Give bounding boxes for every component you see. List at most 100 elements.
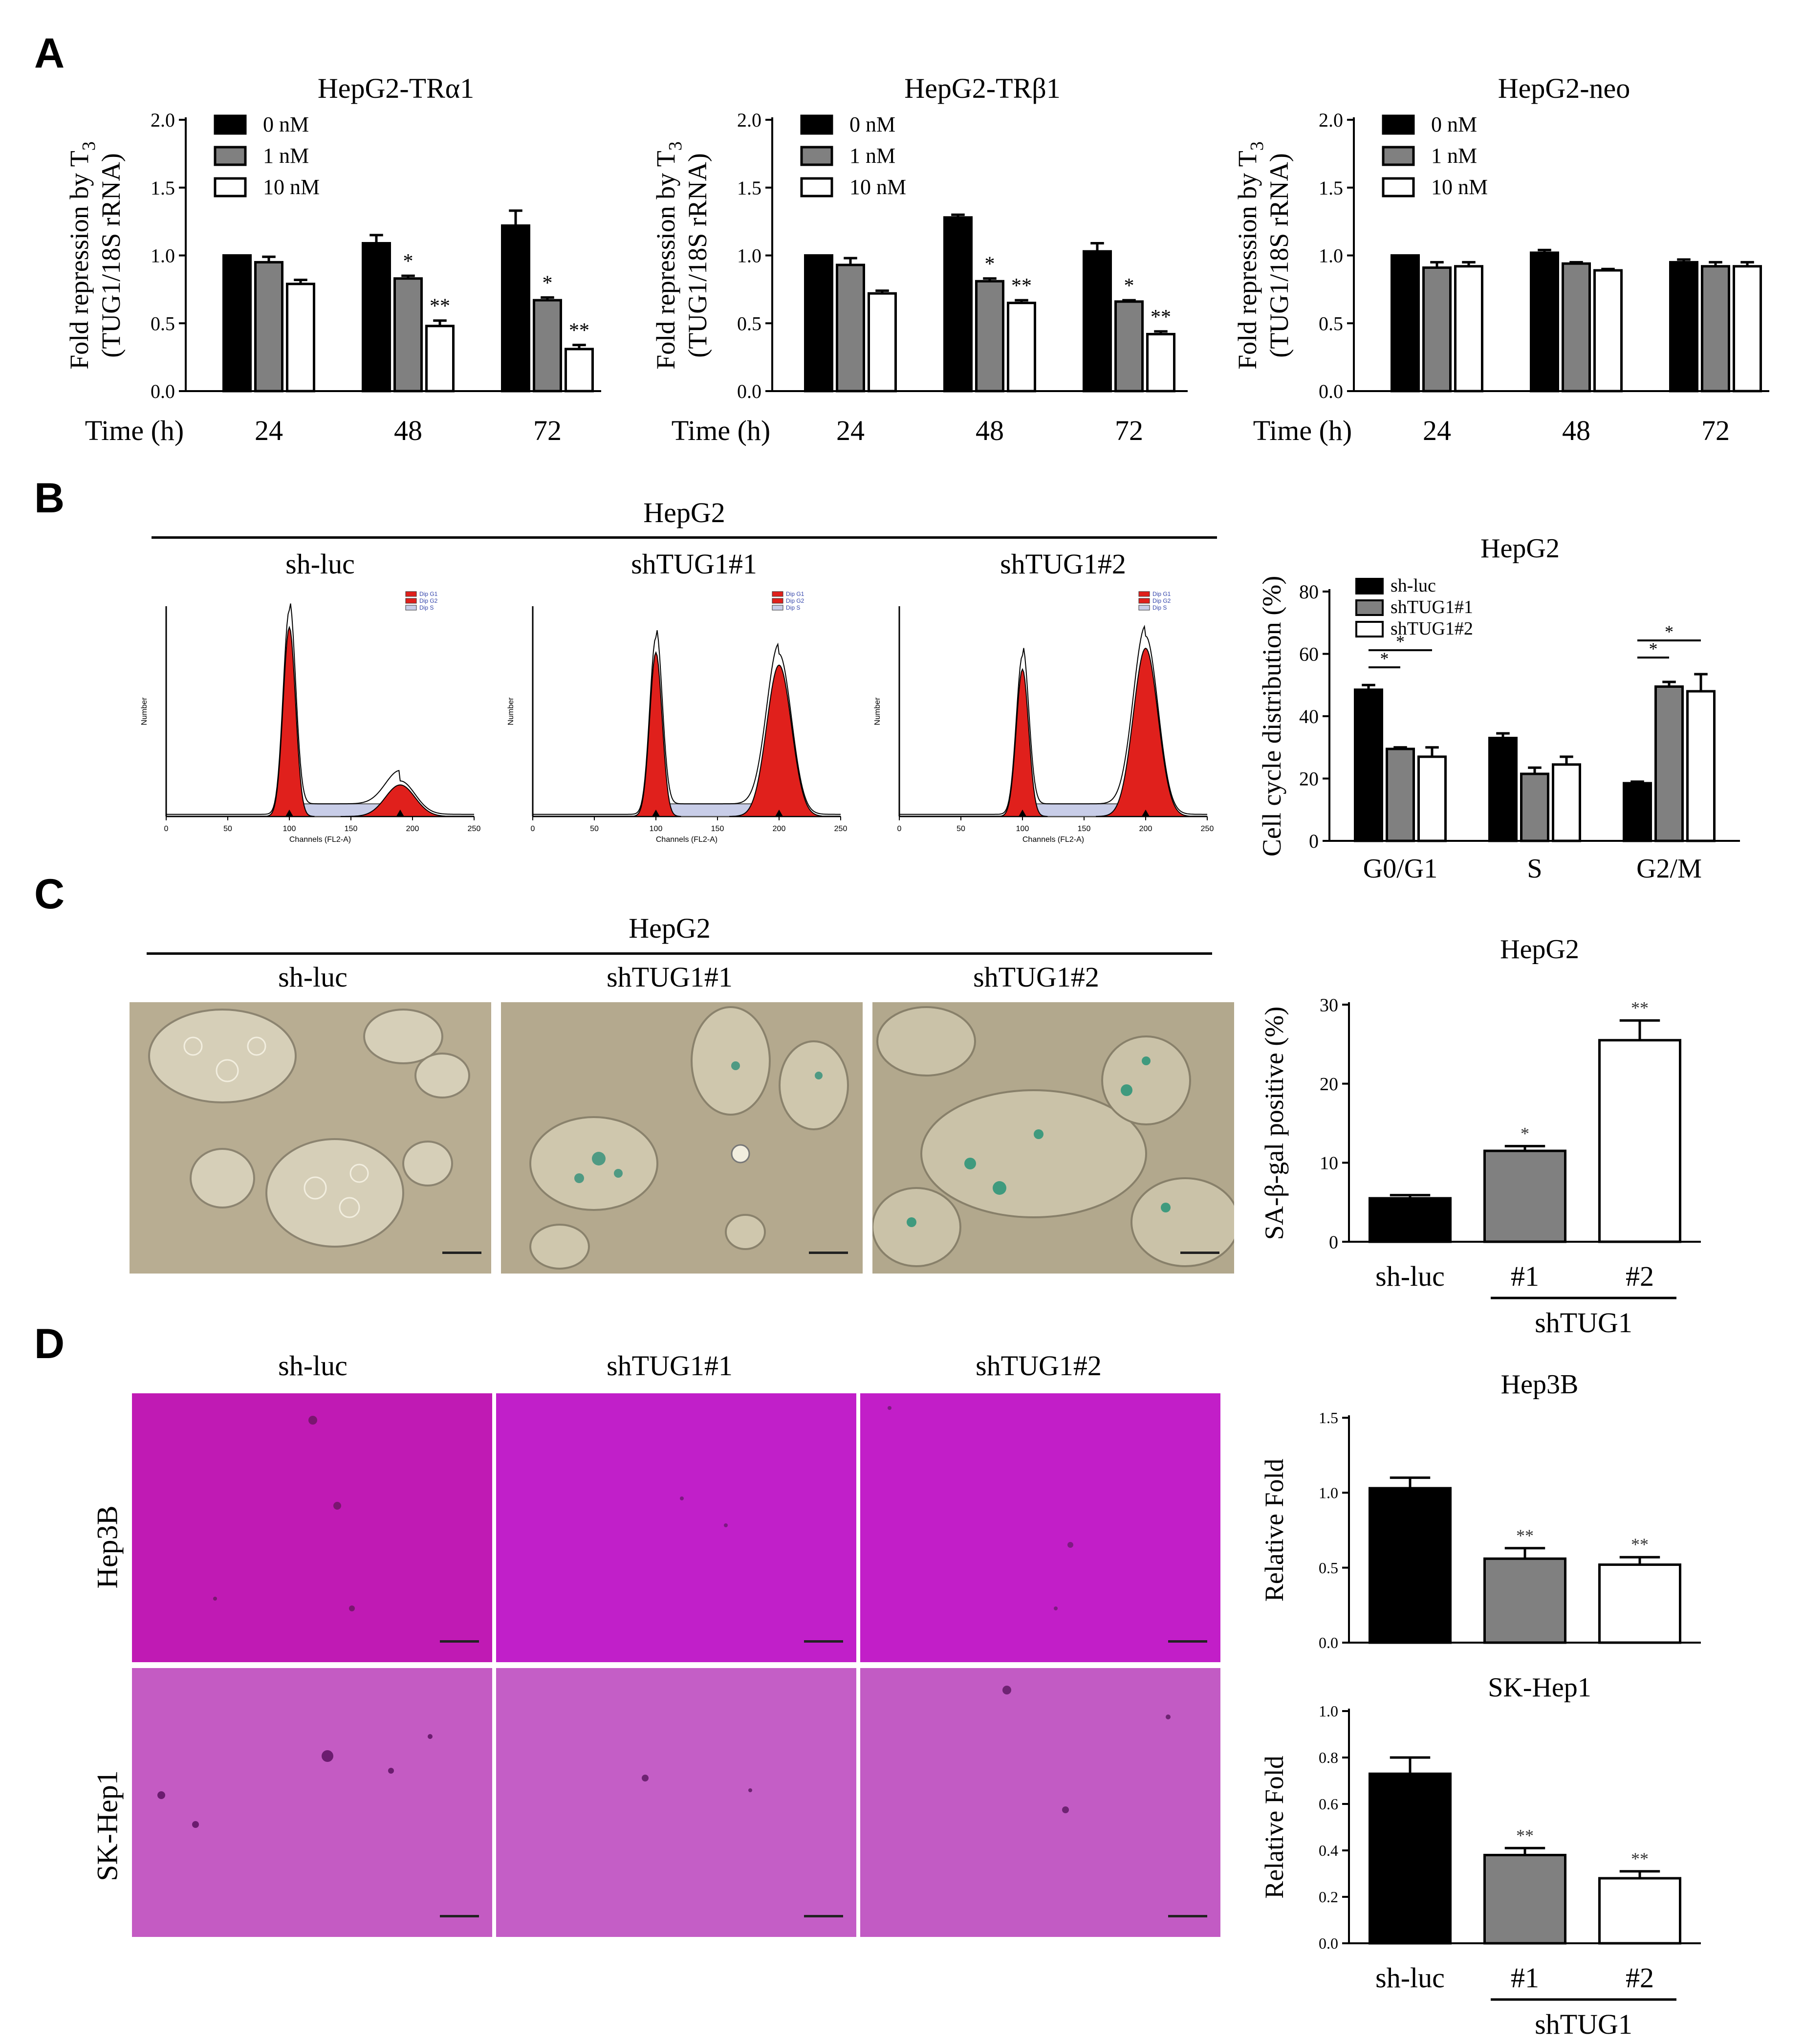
chart-b-bar xyxy=(1417,755,1447,842)
histogram-1-xtick-label: 150 xyxy=(711,825,724,833)
chart-c-significance: ** xyxy=(1631,998,1649,1017)
d-row-label-skhep1: SK-Hep1 xyxy=(91,1770,124,1881)
chart-a1-legend-swatch xyxy=(214,177,247,198)
histogram-1-xlabel: Channels (FL2-A) xyxy=(656,835,717,844)
chart-a3-legend-label: 1 nM xyxy=(1431,144,1477,168)
chart-a1-ytick-label: 0.0 xyxy=(151,380,175,402)
chart-d2-significance: ** xyxy=(1516,1825,1534,1845)
c-group-title: HepG2 xyxy=(629,912,711,944)
chart-c-bar xyxy=(1598,1039,1681,1243)
chart-b-xtick-label: S xyxy=(1527,854,1542,884)
chart-a2-bar xyxy=(1114,300,1144,393)
chart-a3-bar xyxy=(1422,266,1452,393)
chart-a1-significance: * xyxy=(543,272,553,295)
chart-d1-ytick-label: 0.0 xyxy=(1319,1634,1338,1651)
histogram-0-legend-swatch xyxy=(405,598,417,604)
chart-a2-ytick-label: 2.0 xyxy=(737,109,761,131)
colony-hep3b-sh-luc xyxy=(132,1393,492,1662)
chart-d1-bar xyxy=(1598,1563,1681,1644)
chart-b-ytick-label: 60 xyxy=(1299,643,1319,665)
chart-d2-xtick-label: sh-luc xyxy=(1375,1962,1445,1994)
chart-a3-ylabel-subscript: 3 xyxy=(1247,141,1267,151)
chart-a2-bar xyxy=(836,264,865,393)
chart-c-ytick-label: 20 xyxy=(1320,1074,1338,1095)
d-condition-0: sh-luc xyxy=(278,1350,348,1382)
chart-b-ytick-label: 20 xyxy=(1299,768,1319,790)
histogram-1-peak-marker xyxy=(775,810,783,816)
histogram-2-xtick-label: 0 xyxy=(897,825,902,833)
chart-d1-hep3b: Hep3B Relative Fold 0.0 0.5 1.0 1.5 ** ** xyxy=(1260,1369,1701,1651)
chart-a2-ytick-label: 0.0 xyxy=(737,380,761,402)
chart-d1-ytick-label: 0.5 xyxy=(1319,1559,1338,1577)
histogram-1-peak-marker xyxy=(652,810,660,816)
panel-label-d: D xyxy=(34,1320,65,1367)
chart-a1-significance: ** xyxy=(569,320,589,342)
chart-a1-significance: ** xyxy=(430,295,450,318)
chart-a1-ylabel-line1: Fold repression by T3 xyxy=(65,141,99,369)
chart-b-bar xyxy=(1354,688,1383,842)
histogram-2-peak-marker xyxy=(1142,810,1150,816)
chart-d2-ytick-label: 0.8 xyxy=(1319,1749,1338,1766)
chart-a2-significance: * xyxy=(1124,275,1134,297)
chart-b-sig-star: * xyxy=(1665,622,1674,641)
histogram-0-g1-peak xyxy=(264,625,315,817)
d-row-label-hep3b: Hep3B xyxy=(91,1505,124,1589)
flow-histogram-sh-luc: 0 50 100 150 200 250 Channels (FL2-A) Number Dip… xyxy=(140,591,481,844)
histogram-0-peak-marker xyxy=(396,810,404,816)
chart-d2-ylabel: Relative Fold xyxy=(1260,1756,1289,1898)
chart-a2-bar xyxy=(804,254,833,393)
chart-a2-ytick-label: 1.0 xyxy=(737,245,761,267)
panel-label-c: C xyxy=(34,871,65,918)
colony-skhep1-shtug1-2 xyxy=(860,1668,1220,1937)
b-condition-0: sh-luc xyxy=(285,548,355,580)
chart-a2-ytick-label: 1.5 xyxy=(737,177,761,199)
chart-a1-title: HepG2-TRα1 xyxy=(318,72,474,104)
chart-d2-title: SK-Hep1 xyxy=(1488,1672,1591,1703)
chart-c-ytick-label: 10 xyxy=(1320,1153,1338,1174)
histogram-2-legend-label: Dip G2 xyxy=(1152,597,1171,604)
chart-c-xtick-label: #1 xyxy=(1511,1260,1539,1292)
chart-b-bar xyxy=(1488,737,1518,842)
chart-a1-bar xyxy=(254,261,283,393)
histogram-1-xtick-label: 200 xyxy=(773,825,786,833)
colony-hep3b-shtug1-2 xyxy=(860,1393,1220,1662)
chart-d1-significance: ** xyxy=(1631,1535,1649,1554)
chart-c-xtick-label: sh-luc xyxy=(1375,1260,1445,1292)
chart-b-ytick-label: 40 xyxy=(1299,705,1319,727)
chart-d2-bar xyxy=(1369,1772,1452,1945)
chart-a1-bar xyxy=(425,325,455,393)
histogram-0-legend-label: Dip G1 xyxy=(419,591,438,597)
chart-a2-hepg2-trb1: HepG2-TRβ1 Fold repression by T3(TUG1/18S… xyxy=(651,72,1188,446)
chart-a1-ylabel-subscript: 3 xyxy=(79,141,99,151)
histogram-2-xtick-label: 250 xyxy=(1201,825,1214,833)
chart-a2-significance: ** xyxy=(1151,306,1171,329)
colony-hep3b-shtug1-1 xyxy=(496,1393,856,1662)
chart-c-bar xyxy=(1483,1149,1566,1243)
histogram-0-ylabel: Number xyxy=(140,697,149,725)
chart-a2-ylabel-line1: Fold repression by T3 xyxy=(651,141,686,369)
chart-a1-legend-swatch xyxy=(214,114,247,135)
histogram-2-legend-label: Dip G1 xyxy=(1152,591,1171,597)
chart-a2-title: HepG2-TRβ1 xyxy=(904,72,1060,104)
chart-a2-xtick-label: 72 xyxy=(1115,415,1143,446)
chart-c-title: HepG2 xyxy=(1500,934,1579,965)
chart-d2-ytick-label: 0.4 xyxy=(1319,1842,1338,1859)
chart-a3-legend-swatch xyxy=(1382,177,1415,198)
c-condition-2: shTUG1#2 xyxy=(973,961,1099,993)
histogram-2-outline-trace xyxy=(899,624,1208,815)
chart-a3-hepg2-neo: HepG2-neo Fold repression by T3(TUG1/18S … xyxy=(1233,72,1769,446)
chart-a2-ytick-label: 0.5 xyxy=(737,312,761,334)
chart-a3-ytick-label: 0.0 xyxy=(1319,380,1343,402)
chart-a3-xtick-label: 24 xyxy=(1423,415,1451,446)
histogram-2-xtick-label: 100 xyxy=(1016,825,1029,833)
histogram-2-legend-swatch xyxy=(1138,598,1150,604)
chart-a1-significance: * xyxy=(403,250,413,273)
chart-a2-legend-label: 0 nM xyxy=(849,112,895,136)
chart-a3-ylabel-line1: Fold repression by T3 xyxy=(1233,141,1267,369)
chart-a1-ytick-label: 1.5 xyxy=(151,177,175,199)
chart-b-legend-label: shTUG1#1 xyxy=(1391,597,1473,617)
histogram-2-legend-label: Dip S xyxy=(1152,604,1167,611)
chart-b-legend-swatch xyxy=(1355,599,1384,616)
histogram-1-legend-label: Dip S xyxy=(786,604,800,611)
histogram-0-xtick-label: 250 xyxy=(468,825,481,833)
